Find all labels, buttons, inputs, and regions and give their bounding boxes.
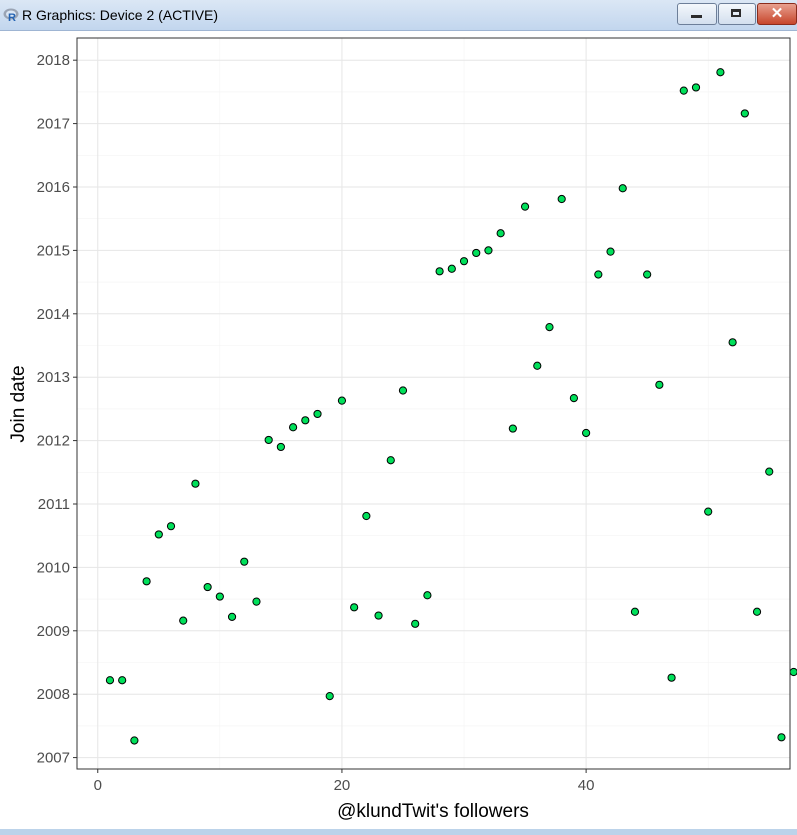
data-point: [740, 109, 749, 118]
y-tick-label: 2016: [37, 179, 70, 196]
data-point: [264, 435, 273, 445]
panel-border: [76, 37, 791, 770]
close-button[interactable]: ✕: [757, 3, 797, 25]
panel-background: [77, 38, 790, 769]
svg-text:R: R: [8, 12, 16, 23]
data-point: [362, 511, 371, 521]
data-point: [179, 616, 188, 625]
data-point: [655, 380, 664, 389]
data-point: [728, 338, 737, 347]
data-point: [569, 394, 579, 403]
maximize-icon: [731, 9, 741, 17]
data-point: [252, 597, 261, 606]
y-tick-label: 2018: [37, 52, 70, 69]
data-point: [594, 270, 603, 279]
data-point: [227, 612, 237, 621]
y-tick-label: 2009: [37, 623, 70, 640]
y-tick-label: 2014: [37, 306, 70, 323]
data-point: [606, 247, 615, 256]
data-point: [667, 673, 676, 682]
data-point: [313, 409, 322, 419]
data-point: [166, 522, 176, 531]
data-point: [105, 676, 115, 685]
data-point: [203, 582, 212, 592]
data-point: [240, 557, 249, 566]
maximize-button[interactable]: [718, 3, 756, 25]
x-tick-label: 20: [334, 777, 351, 794]
data-point: [142, 577, 151, 586]
data-point: [508, 424, 517, 433]
data-point: [386, 456, 395, 465]
y-tick-label: 2017: [37, 116, 70, 133]
data-point: [472, 248, 481, 258]
data-point: [520, 202, 530, 211]
y-axis-label: Join date: [8, 365, 29, 442]
data-point: [411, 619, 420, 628]
scatter-plot: 0 20 40 2007200820092010201120122013201420…: [8, 37, 797, 822]
data-point: [643, 270, 652, 279]
data-point: [557, 194, 566, 204]
data-point: [716, 68, 725, 77]
window-title: R Graphics: Device 2 (ACTIVE): [22, 7, 219, 23]
y-tick-label: 2008: [37, 686, 70, 703]
data-points: [105, 68, 797, 745]
data-point: [582, 428, 591, 438]
minimize-icon: [691, 15, 702, 18]
y-tick-label: 2013: [37, 369, 70, 386]
x-axis: 0 20 40: [94, 769, 595, 794]
data-point: [118, 676, 127, 685]
y-tick-label: 2015: [37, 242, 70, 259]
data-point: [545, 323, 554, 332]
data-point: [691, 83, 701, 92]
data-point: [276, 442, 285, 452]
data-point: [423, 591, 432, 600]
data-point: [337, 396, 347, 405]
data-point: [459, 257, 469, 266]
grid-lines: [77, 38, 790, 769]
data-point: [704, 507, 713, 516]
title-bar[interactable]: R R Graphics: Device 2 (ACTIVE) ✕: [0, 0, 797, 31]
data-point: [350, 603, 359, 612]
x-tick-label: 0: [94, 777, 102, 794]
data-point: [777, 733, 786, 742]
y-tick-label: 2007: [37, 750, 70, 767]
data-point: [533, 361, 542, 370]
x-axis-label: @klundTwit's followers: [337, 801, 529, 822]
data-point: [301, 416, 310, 425]
window-bottom-edge: [0, 829, 797, 835]
data-point: [618, 184, 627, 193]
minimize-button[interactable]: [677, 3, 717, 25]
data-point: [374, 611, 383, 620]
data-point: [679, 86, 688, 95]
data-point: [398, 386, 408, 395]
data-point: [447, 264, 456, 273]
y-tick-label: 2012: [37, 433, 70, 450]
data-point: [288, 423, 298, 432]
r-logo-icon: R: [3, 8, 19, 23]
data-point: [484, 246, 493, 255]
data-point: [752, 607, 762, 616]
close-icon: ✕: [770, 5, 784, 22]
data-point: [215, 592, 224, 601]
data-point: [191, 479, 200, 488]
data-point: [630, 607, 640, 616]
data-point: [496, 229, 505, 238]
data-point: [435, 267, 444, 276]
data-point: [325, 691, 334, 701]
data-point: [154, 530, 163, 539]
y-tick-label: 2010: [37, 559, 70, 576]
y-tick-label: 2011: [38, 496, 70, 513]
data-point: [789, 667, 797, 677]
data-point: [130, 736, 139, 745]
y-axis: 2007 2008 2009 2010 2011 2012 2013 2014 2015 2016…: [37, 52, 77, 767]
data-point: [765, 467, 774, 476]
x-tick-label: 40: [578, 777, 595, 794]
